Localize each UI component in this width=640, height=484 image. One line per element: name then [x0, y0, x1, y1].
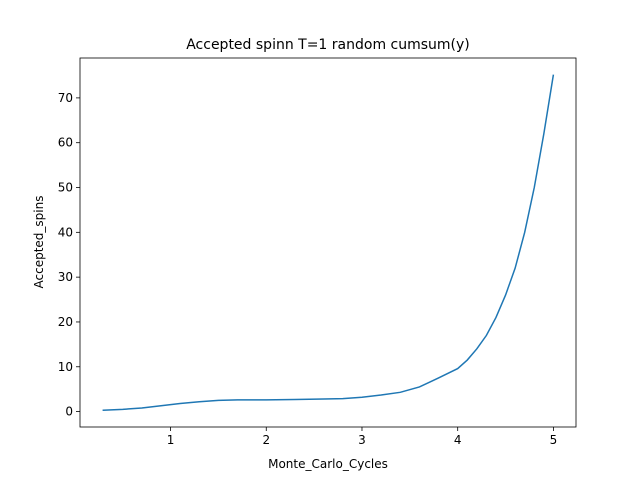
x-tick-label: 1 — [167, 433, 175, 447]
y-tick-label: 70 — [58, 91, 73, 105]
x-tick-label: 4 — [454, 433, 462, 447]
x-tick-label: 3 — [358, 433, 366, 447]
plot-frame — [79, 57, 577, 428]
x-tick-label: 2 — [262, 433, 270, 447]
y-tick-label: 50 — [58, 181, 73, 195]
y-tick-label: 30 — [58, 270, 73, 284]
y-tick-label: 20 — [58, 315, 73, 329]
y-tick-label: 10 — [58, 360, 73, 374]
chart-title: Accepted spinn T=1 random cumsum(y) — [186, 37, 470, 53]
x-tick-label: 5 — [550, 433, 558, 447]
y-axis-label: Accepted_spins — [32, 196, 46, 289]
x-axis-label: Monte_Carlo_Cycles — [268, 457, 388, 471]
data-line — [102, 74, 555, 411]
y-tick-label: 40 — [58, 225, 73, 239]
y-tick-label: 60 — [58, 136, 73, 150]
y-tick-label: 0 — [65, 405, 73, 419]
